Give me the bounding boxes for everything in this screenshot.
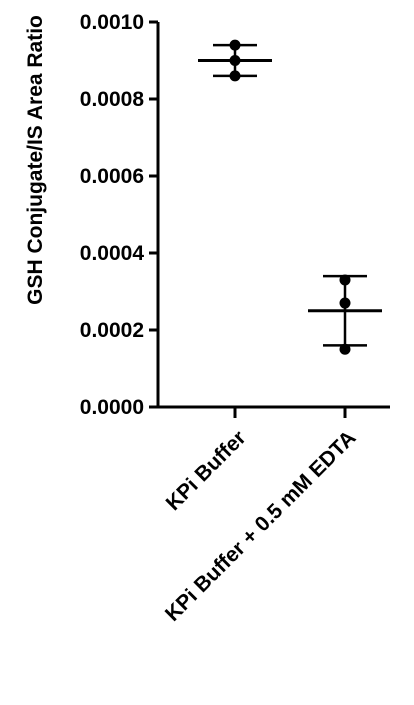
y-tick-label: 0.0010 xyxy=(80,11,144,34)
data-point xyxy=(339,297,351,309)
plot-marks xyxy=(198,39,382,355)
data-point xyxy=(229,70,241,82)
data-point xyxy=(339,343,351,355)
y-tick-label: 0.0000 xyxy=(80,396,144,419)
y-tick-label: 0.0004 xyxy=(80,242,145,265)
y-tick-label: 0.0006 xyxy=(80,165,144,188)
x-tick-label: KPi Buffer + 0.5 mM EDTA xyxy=(161,426,361,626)
y-axis-label: GSH Conjugate/IS Area Ratio xyxy=(24,15,47,305)
data-point xyxy=(229,55,241,66)
x-tick-label: KPi Buffer xyxy=(162,426,251,515)
y-tick-label: 0.0002 xyxy=(80,319,144,342)
data-point xyxy=(229,39,241,51)
data-point xyxy=(339,274,351,286)
y-axis: 0.0000 0.0002 0.0004 0.0006 0.0008 0.0010 xyxy=(80,11,160,419)
y-tick-label: 0.0008 xyxy=(80,88,145,111)
